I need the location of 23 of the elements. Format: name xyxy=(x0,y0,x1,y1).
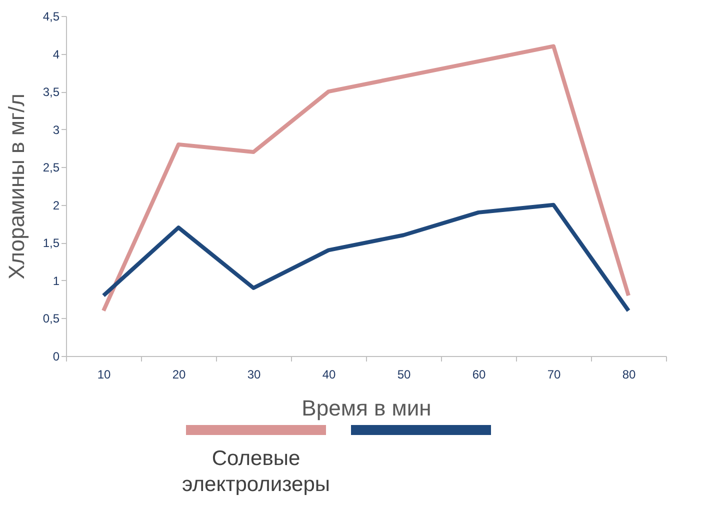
y-tick-label: 1,5 xyxy=(42,236,60,250)
y-axis-title: Хлорамины в мг/л xyxy=(4,94,29,280)
y-tick-label: 2,5 xyxy=(42,160,60,175)
y-tick-label: 2 xyxy=(52,198,60,212)
x-tick-label: 70 xyxy=(547,368,561,382)
x-tick-label: 40 xyxy=(322,368,336,382)
x-tick-label: 60 xyxy=(472,368,486,382)
y-tick-label: 0 xyxy=(52,350,60,364)
y-tick-label: 4 xyxy=(52,47,60,62)
y-tick-label: 3,5 xyxy=(42,85,60,100)
y-tick-label: 0,5 xyxy=(42,312,60,326)
y-tick-label: 1 xyxy=(52,274,60,288)
x-axis-title: Время в мин xyxy=(302,396,432,420)
x-tick-label: 10 xyxy=(97,368,111,382)
x-tick-label: 80 xyxy=(622,368,636,382)
line-series xyxy=(102,44,630,313)
x-tick-label: 30 xyxy=(247,368,261,382)
y-tick-label: 4,5 xyxy=(42,10,60,24)
line-series xyxy=(102,202,630,313)
x-tick-label: 50 xyxy=(397,368,411,382)
text: Солевые электролизеры xyxy=(182,447,330,496)
x-tick-label: 20 xyxy=(172,368,186,382)
y-tick-label: 3 xyxy=(52,122,60,137)
